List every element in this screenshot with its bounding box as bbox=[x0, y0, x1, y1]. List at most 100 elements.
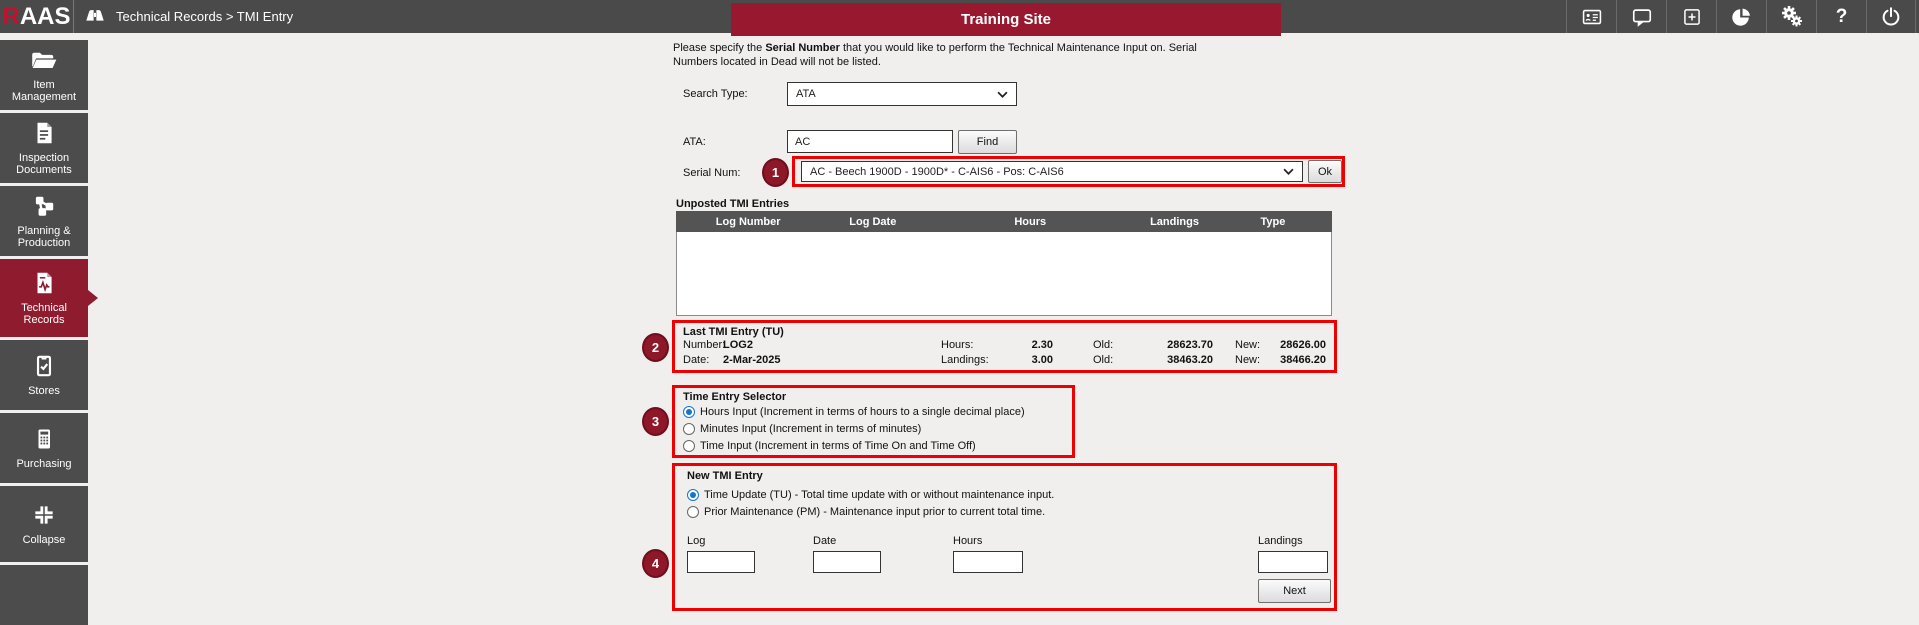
chat-icon bbox=[1631, 6, 1653, 28]
chevron-down-icon bbox=[997, 91, 1008, 98]
sidebar-item-planning-production[interactable]: Planning & Production bbox=[0, 186, 88, 256]
breadcrumb: Technical Records > TMI Entry bbox=[116, 9, 294, 24]
ata-input[interactable] bbox=[787, 130, 953, 153]
new-window-button[interactable] bbox=[1666, 0, 1716, 33]
radio-label: Prior Maintenance (PM) - Maintenance inp… bbox=[704, 505, 1046, 518]
table-body-empty bbox=[676, 232, 1332, 316]
last-tmi-entry-panel: Last TMI Entry (TU) Number: LOG2 Hours: 2.… bbox=[672, 320, 1337, 373]
column-header-log-date[interactable]: Log Date bbox=[849, 215, 897, 228]
time-entry-selector-panel: Time Entry Selector Hours Input (Increme… bbox=[672, 385, 1075, 458]
sidebar-item-technical-records[interactable]: Technical Records bbox=[0, 259, 98, 337]
environment-banner: Training Site bbox=[731, 3, 1281, 36]
radio-minutes-input[interactable]: Minutes Input (Increment in terms of min… bbox=[683, 420, 1064, 437]
sidebar-collapse-button[interactable]: Collapse bbox=[0, 486, 88, 562]
settings-button[interactable] bbox=[1766, 0, 1816, 33]
log-input[interactable] bbox=[687, 551, 755, 573]
sidebar-item-label: Item Management bbox=[11, 79, 77, 103]
banner-title: Training Site bbox=[960, 11, 1051, 28]
sidebar-item-purchasing[interactable]: Purchasing bbox=[0, 413, 88, 483]
logout-button[interactable] bbox=[1866, 0, 1916, 33]
tag-check-icon bbox=[31, 353, 57, 379]
sidebar-item-label: Inspection Documents bbox=[16, 152, 72, 176]
hours-input[interactable] bbox=[953, 551, 1023, 573]
pie-chart-icon bbox=[1731, 6, 1753, 28]
app-logo[interactable]: RAAS bbox=[0, 0, 74, 33]
last-tmi-row-1: Number: LOG2 Hours: 2.30 Old: 28623.70 New:… bbox=[683, 339, 1326, 351]
column-header-landings[interactable]: Landings bbox=[1150, 215, 1199, 228]
sidebar-item-label: Stores bbox=[28, 385, 60, 397]
find-button[interactable]: Find bbox=[958, 130, 1017, 154]
annotation-badge-4: 4 bbox=[642, 549, 669, 578]
radio-button-icon bbox=[683, 405, 695, 418]
hours-field-label: Hours bbox=[953, 535, 983, 547]
folder-icon bbox=[29, 47, 59, 73]
help-icon: ? bbox=[1835, 5, 1848, 27]
column-header-type[interactable]: Type bbox=[1260, 215, 1286, 228]
topbar-icon-tray: ? bbox=[1566, 0, 1916, 33]
radio-time-input[interactable]: Time Input (Increment in terms of Time O… bbox=[683, 437, 1064, 454]
search-type-select[interactable]: ATA bbox=[787, 82, 1017, 106]
new-tmi-title: New TMI Entry bbox=[687, 470, 763, 482]
time-entry-selector-title: Time Entry Selector bbox=[683, 391, 787, 403]
profile-button[interactable] bbox=[1566, 0, 1616, 33]
radio-hours-input[interactable]: Hours Input (Increment in terms of hours… bbox=[683, 403, 1064, 420]
sidebar-item-label: Collapse bbox=[22, 534, 66, 546]
serial-num-select[interactable]: AC - Beech 1900D - 1900D* - C-AIS6 - Pos… bbox=[801, 161, 1303, 182]
id-card-icon bbox=[1581, 6, 1603, 28]
next-button[interactable]: Next bbox=[1258, 579, 1331, 603]
chevron-down-icon bbox=[1283, 168, 1294, 175]
serial-num-value: AC - Beech 1900D - 1900D* - C-AIS6 - Pos… bbox=[810, 165, 1064, 178]
radio-label: Hours Input (Increment in terms of hours… bbox=[700, 405, 1025, 418]
add-window-icon bbox=[1682, 7, 1702, 27]
annotation-box-1: AC - Beech 1900D - 1900D* - C-AIS6 - Pos… bbox=[792, 156, 1345, 187]
sidebar-item-label: Planning & Production bbox=[17, 225, 71, 249]
radio-button-icon bbox=[687, 488, 699, 501]
landings-field-label: Landings bbox=[1258, 535, 1303, 547]
sidebar-item-stores[interactable]: Stores bbox=[0, 340, 88, 410]
serial-num-label: Serial Num: bbox=[683, 167, 741, 179]
unposted-tmi-title: Unposted TMI Entries bbox=[676, 198, 790, 210]
new-tmi-entry-panel: New TMI Entry Time Update (TU) - Total t… bbox=[672, 463, 1337, 611]
radio-label: Time Input (Increment in terms of Time O… bbox=[700, 439, 976, 452]
messages-button[interactable] bbox=[1616, 0, 1666, 33]
table-header-row: Log Number Log Date Hours Landings Type bbox=[676, 211, 1332, 232]
help-button[interactable]: ? bbox=[1816, 0, 1866, 33]
date-input[interactable] bbox=[813, 551, 881, 573]
reports-button[interactable] bbox=[1716, 0, 1766, 33]
radio-button-icon bbox=[683, 439, 695, 452]
active-item-arrow bbox=[88, 290, 98, 306]
radio-prior-maintenance[interactable]: Prior Maintenance (PM) - Maintenance inp… bbox=[687, 503, 1334, 520]
landings-input[interactable] bbox=[1258, 551, 1328, 573]
unposted-tmi-table: Log Number Log Date Hours Landings Type bbox=[676, 211, 1332, 316]
annotation-badge-1: 1 bbox=[762, 158, 789, 187]
sidebar-item-label: Technical Records bbox=[21, 302, 67, 326]
workflow-icon bbox=[30, 193, 58, 219]
annotation-badge-3: 3 bbox=[642, 407, 669, 436]
top-bar: RAAS Technical Records > TMI Entry Train… bbox=[0, 0, 1919, 36]
annotation-badge-2: 2 bbox=[642, 333, 669, 362]
settings-gears-icon bbox=[1780, 5, 1804, 29]
inspection-document-icon bbox=[31, 120, 57, 146]
ok-button[interactable]: Ok bbox=[1308, 160, 1342, 183]
search-type-value: ATA bbox=[796, 88, 816, 100]
sidebar-filler bbox=[0, 565, 88, 625]
raas-logo-text: RAAS bbox=[2, 2, 71, 30]
radio-button-icon bbox=[687, 505, 699, 518]
radio-button-icon bbox=[683, 422, 695, 435]
sidebar-item-inspection-documents[interactable]: Inspection Documents bbox=[0, 113, 88, 183]
radio-label: Minutes Input (Increment in terms of min… bbox=[700, 422, 922, 435]
sidebar-item-item-management[interactable]: Item Management bbox=[0, 40, 88, 110]
radio-label: Time Update (TU) - Total time update wit… bbox=[704, 488, 1055, 501]
column-header-hours[interactable]: Hours bbox=[1014, 215, 1047, 228]
record-pulse-document-icon bbox=[31, 270, 57, 296]
ata-label: ATA: bbox=[683, 136, 706, 148]
power-icon bbox=[1880, 6, 1902, 28]
log-field-label: Log bbox=[687, 535, 706, 547]
column-header-log-number[interactable]: Log Number bbox=[715, 215, 781, 228]
last-tmi-row-2: Date: 2-Mar-2025 Landings: 3.00 Old: 38463.… bbox=[683, 354, 1326, 366]
radio-time-update[interactable]: Time Update (TU) - Total time update wit… bbox=[687, 486, 1334, 503]
sidebar-item-label: Purchasing bbox=[16, 458, 72, 470]
calculator-icon bbox=[32, 426, 56, 452]
instruction-text: Please specify the Serial Number that yo… bbox=[673, 42, 1197, 68]
